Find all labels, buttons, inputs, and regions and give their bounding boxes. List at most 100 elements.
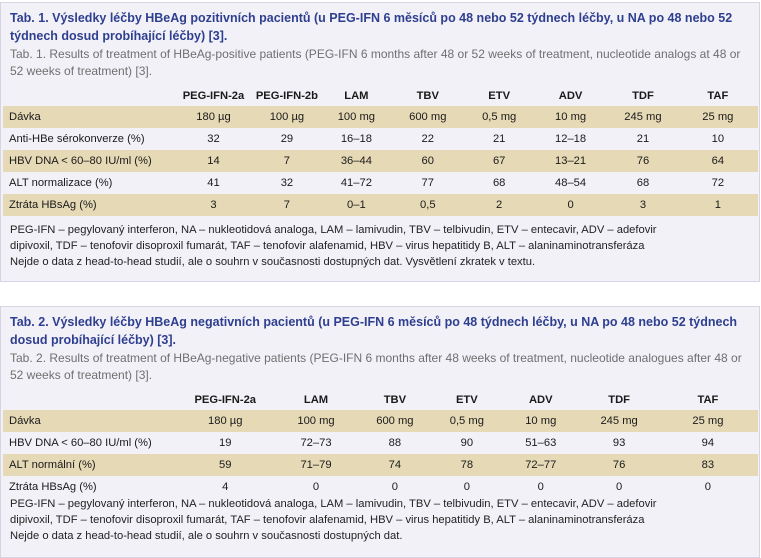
table-cell: 68: [636, 177, 650, 189]
table-cell: 25 mg: [677, 106, 758, 128]
table-row: Dávka 180 µg 100 mg 600 mg 0,5 mg 10 mg 245 mg…: [3, 410, 758, 432]
table-cell: 7: [251, 194, 323, 216]
table-cell: 100 mg: [274, 410, 358, 432]
table-cell: 0: [312, 481, 320, 493]
table-2-notes: PEG-IFN – pegylovaný interferon, NA – nu…: [10, 496, 751, 544]
table-cell: 51–63: [525, 437, 557, 449]
row-label: ALT normální (%): [3, 454, 176, 476]
table-cell: 100 µg: [251, 106, 323, 128]
table-1-body: Dávka 180 µg 100 µg 100 mg 600 mg 0,5 mg 10 mg…: [3, 106, 758, 216]
table-cell: 13–21: [532, 150, 609, 172]
table-cell: 600 mg: [390, 106, 466, 128]
table-cell: 29: [280, 133, 294, 145]
table-cell: 64: [677, 150, 758, 172]
table-cell: 59: [175, 454, 275, 476]
table-cell: 25 mg: [657, 410, 758, 432]
table-1-subtitle: Tab. 1. Results of treatment of HBeAg-po…: [10, 47, 741, 78]
note-line: PEG-IFN – pegylovaný interferon, NA – nu…: [10, 224, 657, 236]
table-2-header-row: PEG-IFN-2a LAM TBV ETV ADV TDF TAF: [3, 389, 758, 410]
table-cell: 72–73: [300, 437, 332, 449]
table-cell: 32: [207, 133, 220, 145]
table-cell: 12–18: [555, 133, 587, 145]
table-cell: 0: [616, 481, 623, 493]
row-label: Anti-HBe sérokonverze (%): [9, 133, 145, 145]
table-cell: 22: [421, 133, 434, 145]
note-line: dipivoxil, TDF – tenofovir disoproxil fu…: [10, 514, 645, 526]
column-header: TAF: [697, 393, 719, 406]
table-cell: 83: [657, 454, 758, 476]
table-cell: 1: [677, 194, 758, 216]
table-row: HBV DNA < 60–80 IU/ml (%) 14 7 36–44 60 67 13–…: [3, 150, 758, 172]
table-row: Ztráta HBsAg (%) 3 7 0–1 0,5 2 0 3 1: [3, 194, 758, 216]
table-cell: 0: [532, 194, 609, 216]
column-header: TDF: [632, 89, 654, 102]
table-cell: 68: [492, 177, 506, 189]
table-cell: 94: [701, 437, 715, 449]
column-header-blank: [3, 85, 176, 106]
table-row: ALT normalizace (%) 41 32 41–72 77 68 48–54 68 7…: [3, 172, 758, 194]
note-line: dipivoxil, TDF – tenofovir disoproxil fu…: [10, 240, 645, 252]
row-label: Ztráta HBsAg (%): [3, 194, 176, 216]
table-cell: 21: [636, 133, 650, 145]
table-cell: 0: [537, 481, 544, 493]
column-header: TBV: [383, 393, 407, 406]
table-cell: 32: [280, 177, 294, 189]
table-row: Anti-HBe sérokonverze (%) 32 29 16–18 22 21 12…: [3, 128, 758, 150]
row-label: HBV DNA < 60–80 IU/ml (%): [9, 437, 152, 449]
table-cell: 0: [463, 481, 470, 493]
table-cell: 67: [465, 150, 533, 172]
table-cell: 14: [175, 150, 252, 172]
row-label: Ztráta HBsAg (%): [9, 481, 97, 493]
table-cell: 90: [460, 437, 474, 449]
table-cell: 4: [222, 481, 229, 493]
column-header: ETV: [455, 393, 478, 406]
table-cell: 72: [711, 177, 725, 189]
note-line: Nejde o data z head-to-head studií, ale …: [10, 256, 536, 268]
table-cell: 16–18: [340, 133, 372, 145]
table-2-subtitle: Tab. 2. Results of treatment of HBeAg-ne…: [10, 351, 742, 382]
table-cell: 245 mg: [580, 410, 658, 432]
table-cell: 88: [388, 437, 402, 449]
table-cell: 36–44: [322, 150, 391, 172]
table-cell: 3: [175, 194, 252, 216]
column-header: PEG-IFN-2a: [182, 89, 245, 102]
column-header-blank: [3, 389, 176, 410]
table-cell: 76: [608, 150, 678, 172]
table-cell: 2: [465, 194, 533, 216]
table-1: PEG-IFN-2a PEG-IFN-2b LAM TBV ETV ADV TDF TAF D…: [3, 85, 758, 216]
table-1-header-row: PEG-IFN-2a PEG-IFN-2b LAM TBV ETV ADV TDF TAF: [3, 85, 758, 106]
note-line: Nejde o data z head-to-head studií, ale …: [10, 530, 403, 542]
table-cell: 0: [704, 481, 712, 493]
table-cell: 0,5: [390, 194, 466, 216]
table-cell: 41–72: [340, 177, 372, 189]
table-cell: 10 mg: [501, 410, 581, 432]
table-1-card: Tab. 1. Výsledky léčby HBeAg pozitivních…: [0, 2, 760, 282]
table-cell: 21: [492, 133, 506, 145]
table-2: PEG-IFN-2a LAM TBV ETV ADV TDF TAF Dávka 180 µg…: [3, 389, 758, 498]
row-label: HBV DNA < 60–80 IU/ml (%): [3, 150, 176, 172]
row-label: Dávka: [3, 410, 176, 432]
column-header: LAM: [303, 393, 329, 406]
table-cell: 0–1: [322, 194, 391, 216]
table-cell: 76: [580, 454, 658, 476]
table-cell: 100 mg: [322, 106, 391, 128]
table-cell: 78: [432, 454, 502, 476]
column-header: PEG-IFN-2b: [255, 89, 318, 102]
table-row: ALT normální (%) 59 71–79 74 78 72–77 76 83: [3, 454, 758, 476]
table-2-card: Tab. 2. Výsledky léčby HBeAg negativních…: [0, 306, 760, 558]
column-header: TBV: [416, 89, 439, 102]
table-cell: 0: [391, 481, 398, 493]
table-2-body: Dávka 180 µg 100 mg 600 mg 0,5 mg 10 mg 245 mg…: [3, 410, 758, 498]
column-header: LAM: [344, 89, 369, 102]
table-row: HBV DNA < 60–80 IU/ml (%) 19 72–73 88 90 51–6…: [3, 432, 758, 454]
table-cell: 41: [207, 177, 220, 189]
table-cell: 72–77: [501, 454, 581, 476]
table-cell: 10: [711, 133, 725, 145]
table-cell: 3: [608, 194, 678, 216]
table-cell: 180 µg: [175, 106, 252, 128]
column-header: ETV: [488, 89, 511, 102]
table-cell: 19: [219, 437, 232, 449]
column-header: ADV: [528, 393, 553, 406]
table-cell: 0,5 mg: [465, 106, 533, 128]
table-cell: 600 mg: [357, 410, 433, 432]
